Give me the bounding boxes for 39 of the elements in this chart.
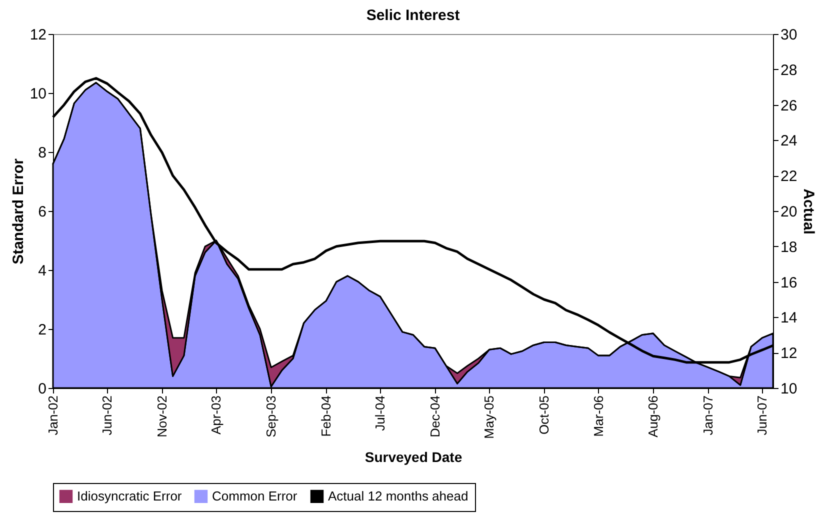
x-tick-label: Apr-03 [208, 396, 224, 435]
y2-tick-label: 24 [780, 132, 798, 150]
y2-tick-label: 18 [780, 238, 798, 256]
x-axis-title: Surveyed Date [364, 448, 462, 465]
y-axis-title: Standard Error [10, 158, 27, 264]
x-tick-label: Oct-05 [536, 396, 552, 435]
y-tick-label: 6 [38, 204, 46, 220]
y2-axis-title: Actual [800, 188, 818, 234]
x-tick-label: Aug-06 [646, 396, 661, 438]
y-tick-label: 0 [38, 380, 46, 398]
y2-tick-label: 30 [780, 26, 798, 44]
x-tick-label: Jan-02 [46, 396, 60, 436]
y2-tick-label: 22 [780, 168, 798, 186]
x-tick-label: Sep-03 [264, 396, 279, 438]
y2-tick-label: 10 [780, 380, 798, 398]
y-tick-label: 8 [38, 144, 46, 162]
y-tick-label: 10 [30, 86, 46, 102]
x-tick-label: Jun-02 [100, 396, 115, 436]
y2-tick-label: 12 [780, 345, 798, 362]
x-tick-label: Feb-04 [318, 396, 334, 437]
legend-label: Common Error [212, 488, 298, 504]
x-tick-label: Jan-07 [700, 396, 716, 436]
y-tick-label: 4 [38, 262, 46, 280]
x-tick-label: May-05 [482, 396, 497, 439]
legend-label: Idiosyncratic Error [77, 488, 182, 504]
y2-tick-label: 26 [780, 97, 798, 114]
y-tick-label: 12 [30, 26, 46, 44]
y2-tick-label: 28 [780, 62, 798, 79]
y-tick-label: 2 [38, 322, 46, 338]
x-tick-label: Jul-04 [372, 396, 388, 431]
x-tick-label: Dec-04 [428, 396, 443, 438]
y2-tick-label: 14 [780, 310, 798, 327]
x-tick-label: Jun-07 [754, 396, 770, 436]
x-tick-label: Nov-02 [154, 396, 170, 438]
y2-tick-label: 16 [780, 274, 798, 292]
x-tick-label: Mar-06 [590, 396, 606, 437]
legend-label: Actual 12 months ahead [328, 488, 468, 504]
y2-tick-label: 20 [780, 204, 798, 220]
chart-title: Selic Interest [366, 7, 460, 24]
